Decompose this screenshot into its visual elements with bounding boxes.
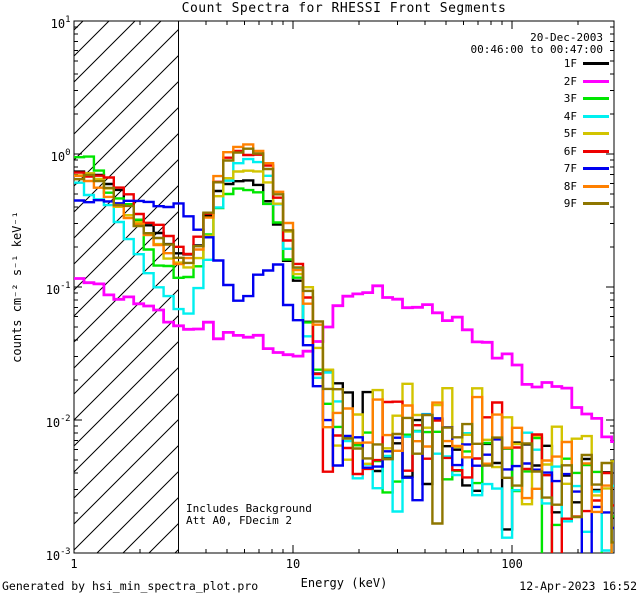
x-tick-label-1: 1 xyxy=(70,557,78,571)
legend: 1F 2F 3F 4F 5F 6F 7F 8F 9F xyxy=(564,55,609,213)
legend-label-1F: 1F xyxy=(563,57,577,71)
annotation-attenuator: Att A0, FDecim 2 xyxy=(186,514,292,527)
plot-date: 12-Apr-2023 16:52 xyxy=(519,579,637,593)
legend-swatch-3F xyxy=(583,97,609,101)
series-line-9F xyxy=(74,147,614,544)
legend-label-7F: 7F xyxy=(563,162,577,176)
legend-swatch-2F xyxy=(583,79,609,83)
legend-swatch-7F xyxy=(583,167,609,171)
legend-item-3F: 3F xyxy=(564,90,609,108)
x-axis-label: Energy (keV) xyxy=(300,576,388,590)
legend-label-9F: 9F xyxy=(563,197,577,211)
generator-credit: Generated by hsi_min_spectra_plot.pro xyxy=(2,579,259,593)
x-tick-label-10: 10 xyxy=(285,557,301,571)
legend-swatch-9F xyxy=(583,202,609,206)
legend-swatch-1F xyxy=(583,62,609,66)
series-line-5F xyxy=(74,169,614,506)
legend-label-4F: 4F xyxy=(563,109,577,123)
series-line-4F xyxy=(74,157,614,552)
legend-item-9F: 9F xyxy=(564,195,609,213)
series-line-7F xyxy=(74,199,614,553)
series-line-6F xyxy=(74,149,614,553)
series-line-2F xyxy=(74,277,614,443)
legend-item-2F: 2F xyxy=(564,73,609,91)
x-tick-label-100: 100 xyxy=(501,557,523,571)
legend-item-8F: 8F xyxy=(564,178,609,196)
legend-label-2F: 2F xyxy=(563,74,577,88)
y-tick-label-10^-3: 10-3 xyxy=(45,547,71,563)
y-tick-label-10^-2: 10-2 xyxy=(45,414,71,430)
observation-time-range: 00:46:00 to 00:47:00 xyxy=(470,43,603,56)
y-tick-label-10^-1: 10-1 xyxy=(45,281,71,297)
legend-item-7F: 7F xyxy=(564,160,609,178)
annotation-background: Includes Background xyxy=(186,502,312,515)
observation-date: 20-Dec-2003 xyxy=(530,31,603,44)
chart-title: Count Spectra for RHESSI Front Segments xyxy=(181,1,507,16)
legend-label-6F: 6F xyxy=(563,144,577,158)
legend-label-3F: 3F xyxy=(563,92,577,106)
series-line-8F xyxy=(74,143,613,553)
legend-swatch-5F xyxy=(583,132,609,136)
legend-label-5F: 5F xyxy=(563,127,577,141)
y-tick-label-10^0: 100 xyxy=(50,148,71,164)
legend-label-8F: 8F xyxy=(563,179,577,193)
legend-swatch-6F xyxy=(583,149,609,153)
legend-swatch-8F xyxy=(583,184,609,188)
y-tick-label-10^1: 101 xyxy=(50,15,71,31)
legend-swatch-4F xyxy=(583,114,609,118)
legend-item-1F: 1F xyxy=(564,55,609,73)
legend-item-6F: 6F xyxy=(564,143,609,161)
legend-item-4F: 4F xyxy=(564,108,609,126)
legend-item-5F: 5F xyxy=(564,125,609,143)
